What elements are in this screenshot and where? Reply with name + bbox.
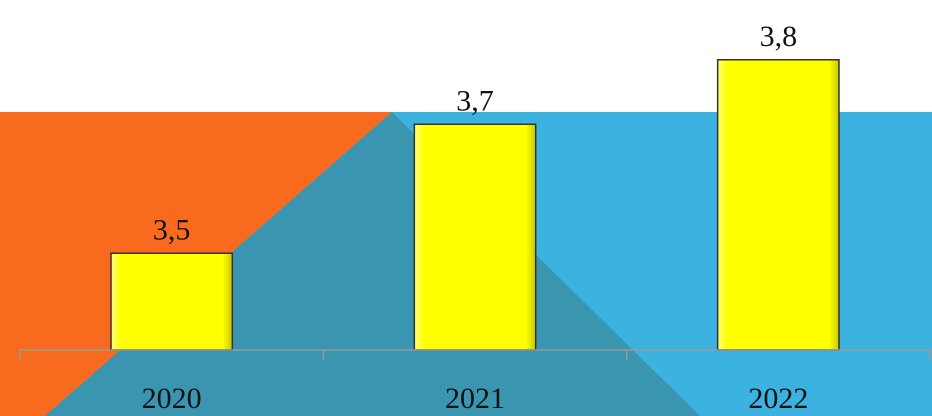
- value-label: 3,7: [456, 84, 494, 117]
- x-tick-label: 2021: [445, 382, 505, 415]
- bar: [110, 252, 234, 351]
- bar: [716, 59, 840, 351]
- x-tick-label: 2020: [142, 382, 202, 415]
- value-label: 3,5: [153, 213, 191, 246]
- bar: [413, 123, 537, 351]
- x-tick-label: 2022: [748, 382, 808, 415]
- value-label: 3,8: [760, 20, 798, 53]
